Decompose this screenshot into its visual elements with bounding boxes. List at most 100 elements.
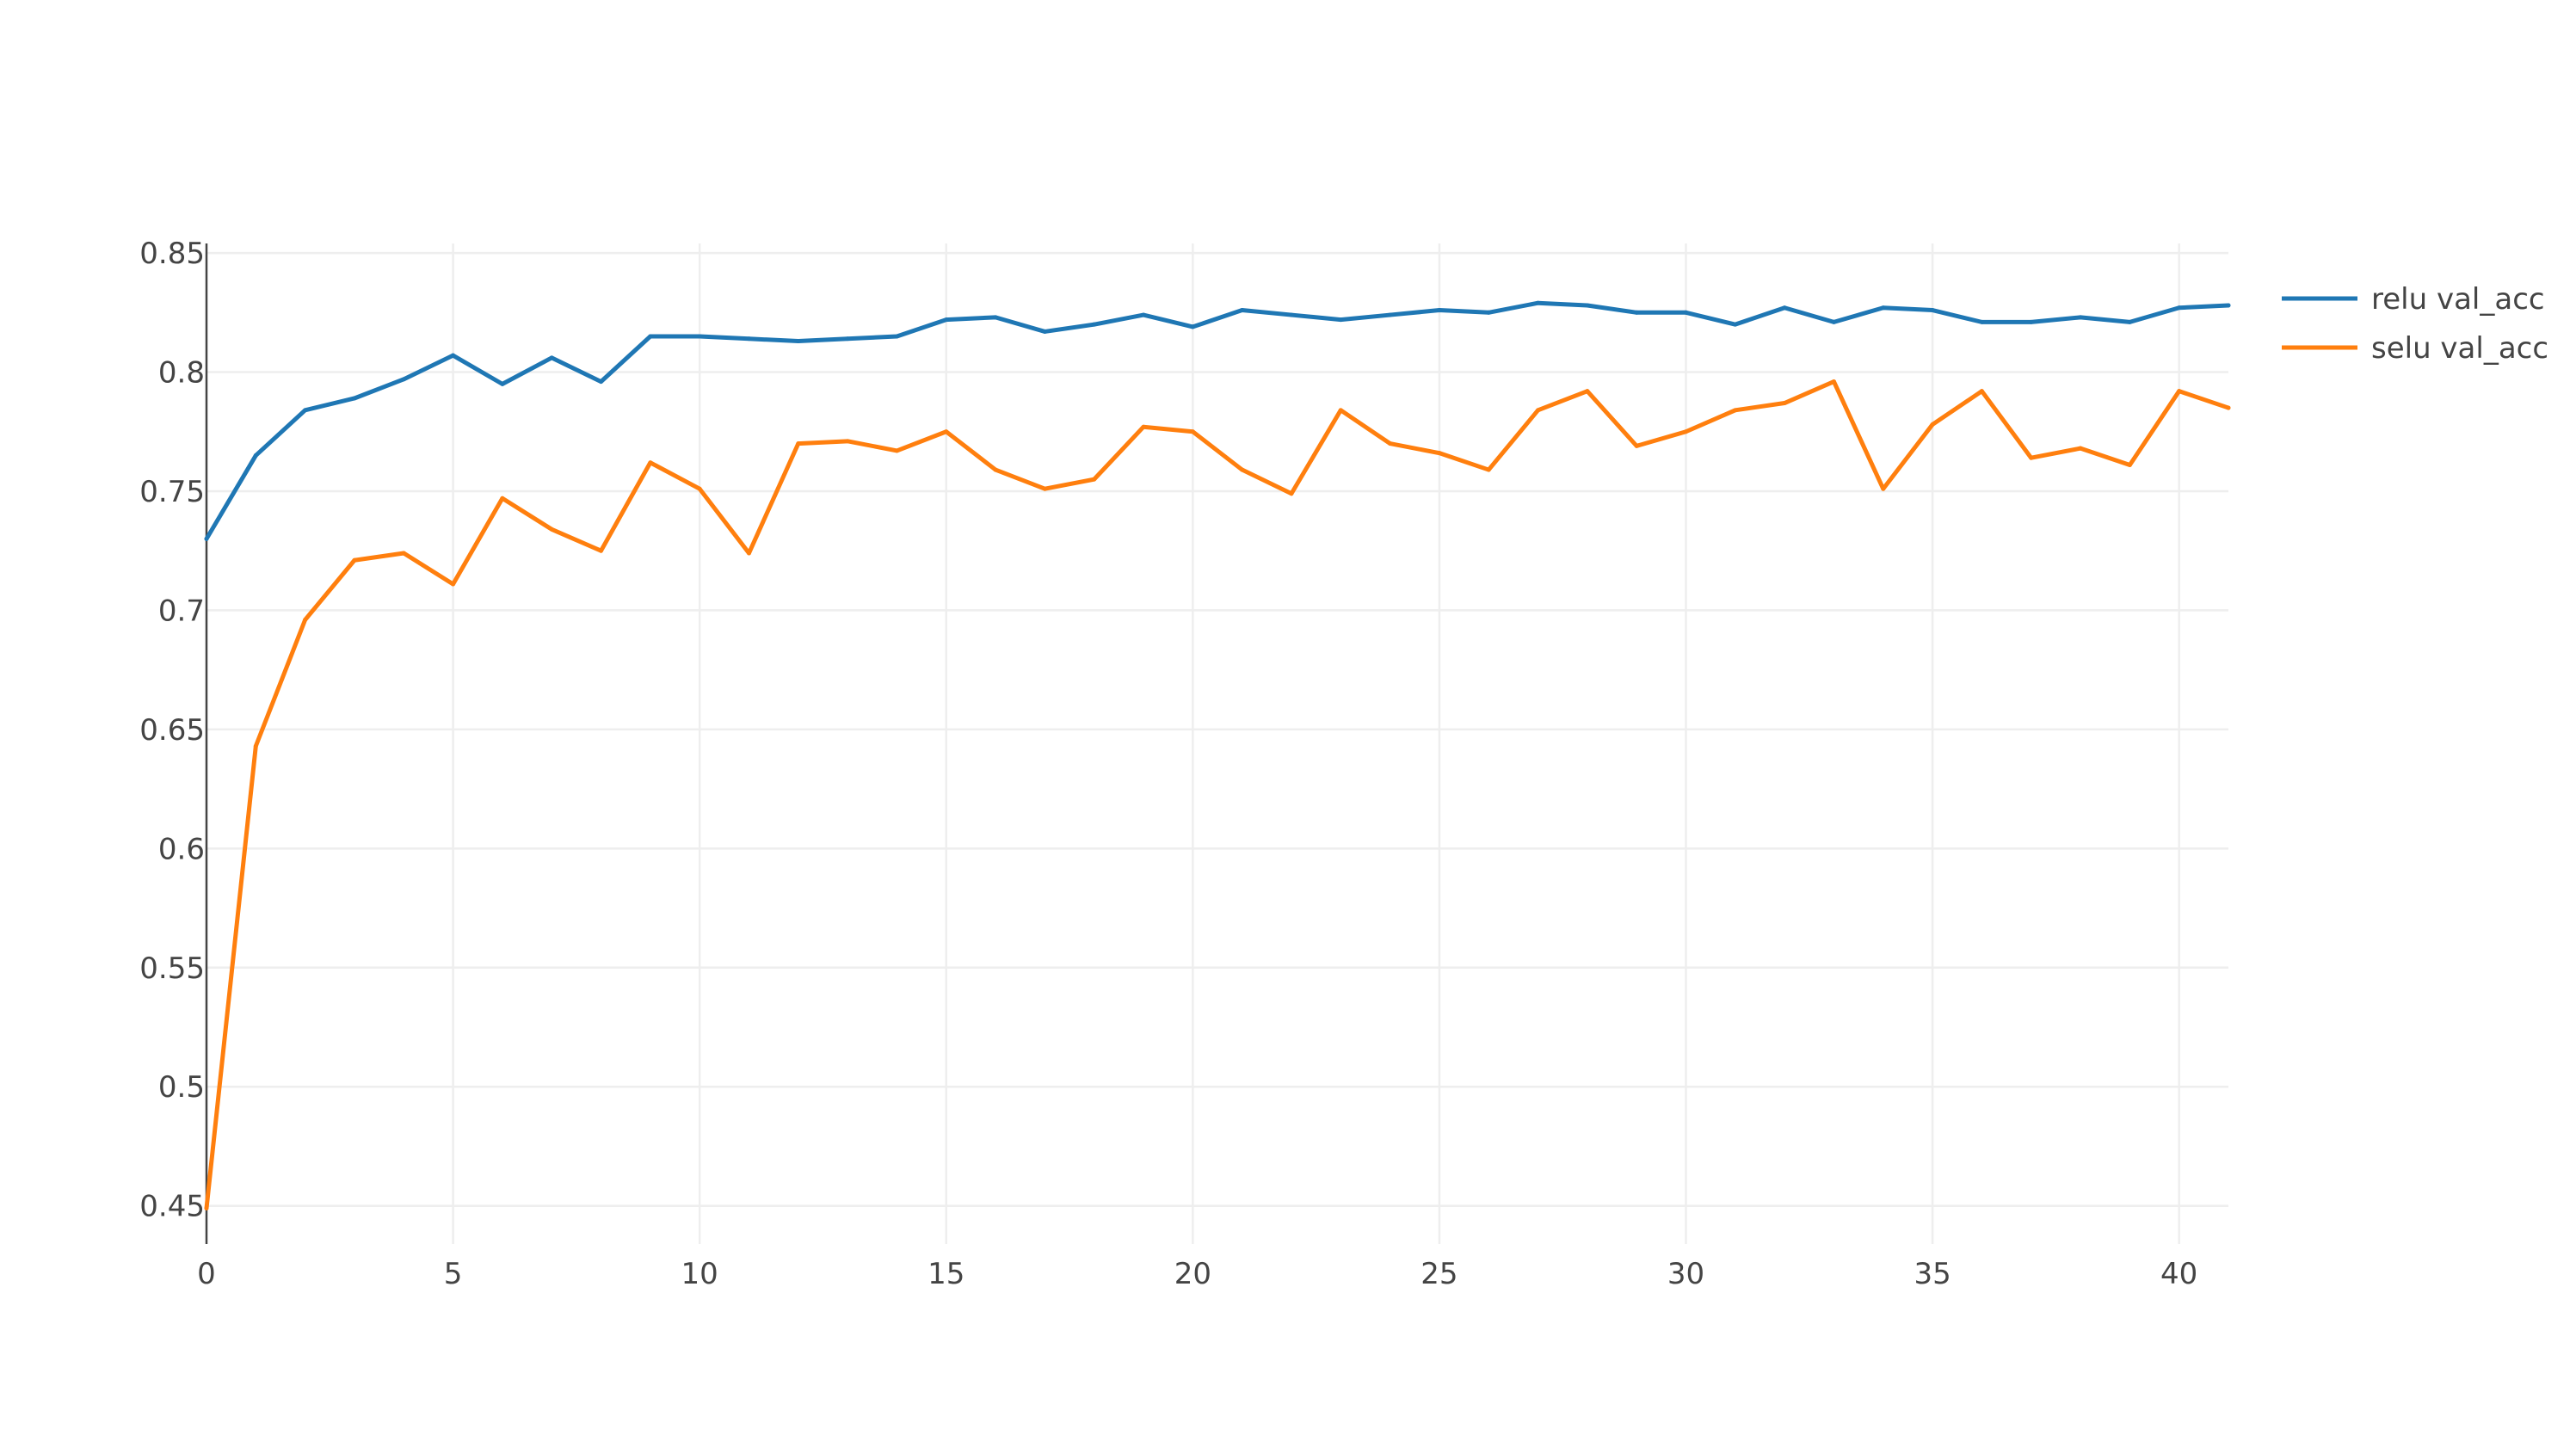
data-point[interactable] <box>796 339 801 344</box>
data-point[interactable] <box>352 557 357 563</box>
data-point[interactable] <box>1930 422 1935 427</box>
data-point[interactable] <box>1881 486 1886 491</box>
data-point[interactable] <box>1585 303 1590 308</box>
data-point[interactable] <box>2177 389 2182 394</box>
x-tick-label: 40 <box>2160 1257 2197 1291</box>
series-line-1[interactable] <box>204 300 2231 541</box>
data-point[interactable] <box>1979 319 1984 324</box>
data-point[interactable] <box>401 377 406 382</box>
data-point[interactable] <box>352 396 357 401</box>
data-point[interactable] <box>1141 312 1146 317</box>
data-point[interactable] <box>451 582 456 587</box>
data-point[interactable] <box>1979 389 1984 394</box>
data-point[interactable] <box>944 429 949 434</box>
data-point[interactable] <box>1338 317 1343 323</box>
data-point[interactable] <box>500 381 505 386</box>
data-point[interactable] <box>451 353 456 358</box>
data-point[interactable] <box>2226 405 2231 410</box>
data-point[interactable] <box>2127 319 2132 324</box>
y-tick-label: 0.5 <box>158 1070 205 1105</box>
data-point[interactable] <box>1733 408 1738 413</box>
data-point[interactable] <box>796 441 801 446</box>
data-point[interactable] <box>1930 308 1935 313</box>
data-point[interactable] <box>1486 467 1491 472</box>
y-tick-label: 0.85 <box>139 237 205 271</box>
data-point[interactable] <box>1092 322 1097 327</box>
data-point[interactable] <box>253 743 258 748</box>
data-point[interactable] <box>944 317 949 323</box>
data-point[interactable] <box>2078 315 2083 320</box>
data-point[interactable] <box>1486 310 1491 315</box>
data-point[interactable] <box>1634 443 1639 448</box>
data-point[interactable] <box>1240 467 1245 472</box>
data-point[interactable] <box>1831 379 1836 385</box>
data-point[interactable] <box>1338 408 1343 413</box>
y-tick-label: 0.55 <box>139 951 205 986</box>
data-point[interactable] <box>993 467 998 472</box>
y-tick-label: 0.65 <box>139 713 205 748</box>
data-point[interactable] <box>697 486 702 491</box>
data-point[interactable] <box>1042 329 1047 334</box>
data-point[interactable] <box>549 526 554 532</box>
data-point[interactable] <box>1782 305 1787 311</box>
data-point[interactable] <box>1831 319 1836 324</box>
plot-area <box>204 300 2231 1210</box>
data-point[interactable] <box>401 551 406 556</box>
data-point[interactable] <box>204 1205 209 1210</box>
data-point[interactable] <box>2029 455 2034 460</box>
data-point[interactable] <box>1190 429 1195 434</box>
data-point[interactable] <box>303 618 308 623</box>
data-point[interactable] <box>894 448 899 453</box>
data-point[interactable] <box>993 315 998 320</box>
data-point[interactable] <box>1437 451 1442 456</box>
x-tick-label: 15 <box>927 1257 964 1291</box>
data-point[interactable] <box>1585 389 1590 394</box>
data-point[interactable] <box>1240 308 1245 313</box>
data-point[interactable] <box>1684 310 1689 315</box>
x-tick-label: 25 <box>1420 1257 1457 1291</box>
data-point[interactable] <box>549 355 554 360</box>
data-point[interactable] <box>1634 310 1639 315</box>
data-point[interactable] <box>599 548 604 553</box>
data-point[interactable] <box>1881 305 1886 311</box>
data-point[interactable] <box>1536 300 1541 305</box>
data-point[interactable] <box>1536 408 1541 413</box>
data-point[interactable] <box>1733 322 1738 327</box>
data-point[interactable] <box>746 551 751 556</box>
data-point[interactable] <box>894 334 899 339</box>
data-point[interactable] <box>2226 303 2231 308</box>
data-point[interactable] <box>2078 446 2083 451</box>
data-point[interactable] <box>1190 324 1195 329</box>
data-point[interactable] <box>697 334 702 339</box>
data-point[interactable] <box>746 336 751 342</box>
data-point[interactable] <box>303 408 308 413</box>
data-point[interactable] <box>1289 491 1294 496</box>
series-line-2[interactable] <box>204 379 2231 1210</box>
data-point[interactable] <box>500 496 505 501</box>
data-point[interactable] <box>2127 463 2132 468</box>
data-point[interactable] <box>2029 319 2034 324</box>
data-point[interactable] <box>1289 312 1294 317</box>
data-point[interactable] <box>648 334 653 339</box>
legend-item[interactable]: selu val_acc <box>2282 331 2548 366</box>
data-point[interactable] <box>1684 429 1689 434</box>
data-point[interactable] <box>204 536 209 541</box>
data-point[interactable] <box>648 460 653 465</box>
data-point[interactable] <box>1782 401 1787 406</box>
data-point[interactable] <box>1042 486 1047 491</box>
legend-label: selu val_acc <box>2371 331 2548 366</box>
data-point[interactable] <box>845 336 850 342</box>
data-point[interactable] <box>845 439 850 444</box>
legend-item[interactable]: relu val_acc <box>2282 282 2545 317</box>
data-point[interactable] <box>2177 305 2182 311</box>
data-point[interactable] <box>1388 312 1393 317</box>
data-point[interactable] <box>1437 308 1442 313</box>
data-point[interactable] <box>1388 441 1393 446</box>
x-tick-label: 20 <box>1174 1257 1211 1291</box>
data-point[interactable] <box>1141 424 1146 429</box>
data-point[interactable] <box>253 453 258 458</box>
data-point[interactable] <box>1092 477 1097 482</box>
x-tick-label: 0 <box>197 1257 216 1291</box>
data-point[interactable] <box>599 379 604 385</box>
